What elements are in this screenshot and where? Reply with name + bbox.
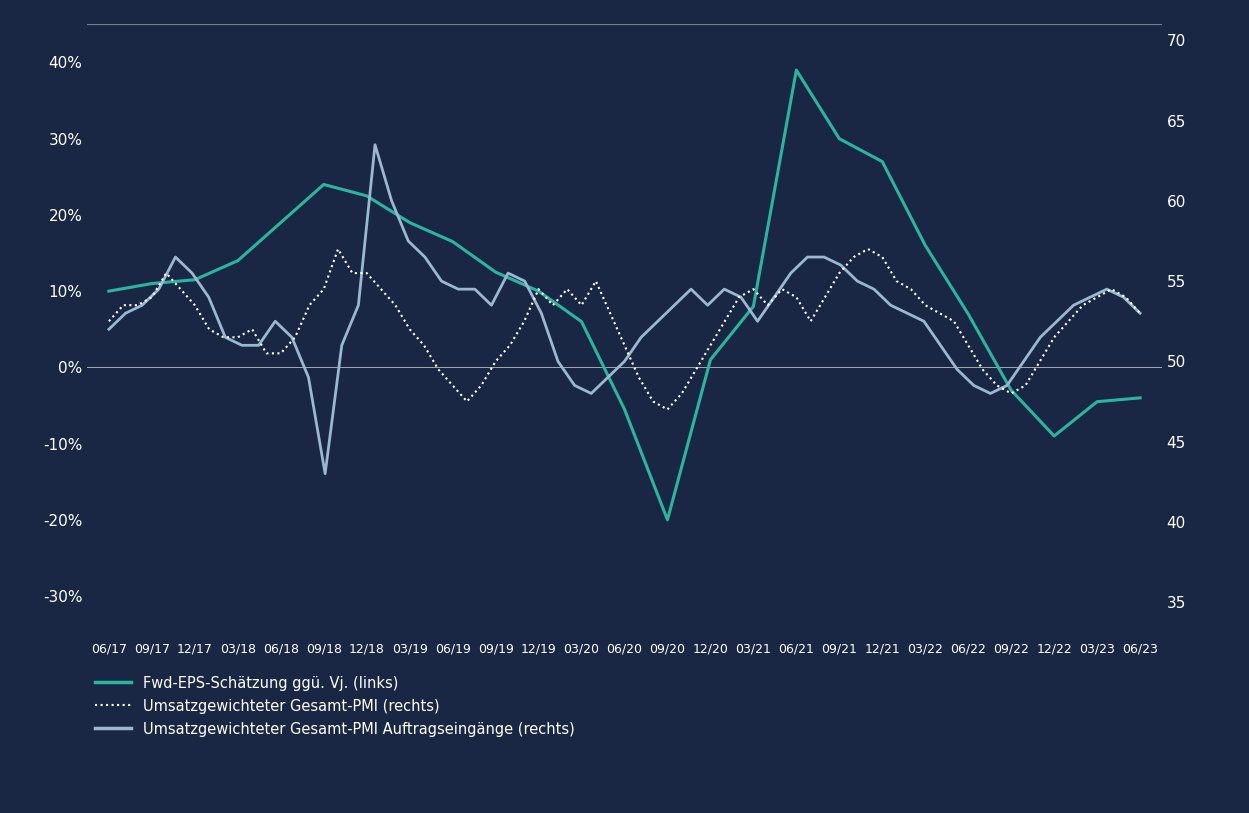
Legend: Fwd-EPS-Schätzung ggü. Vj. (links), Umsatzgewichteter Gesamt-PMI (rechts), Umsat: Fwd-EPS-Schätzung ggü. Vj. (links), Umsa… <box>95 676 575 737</box>
